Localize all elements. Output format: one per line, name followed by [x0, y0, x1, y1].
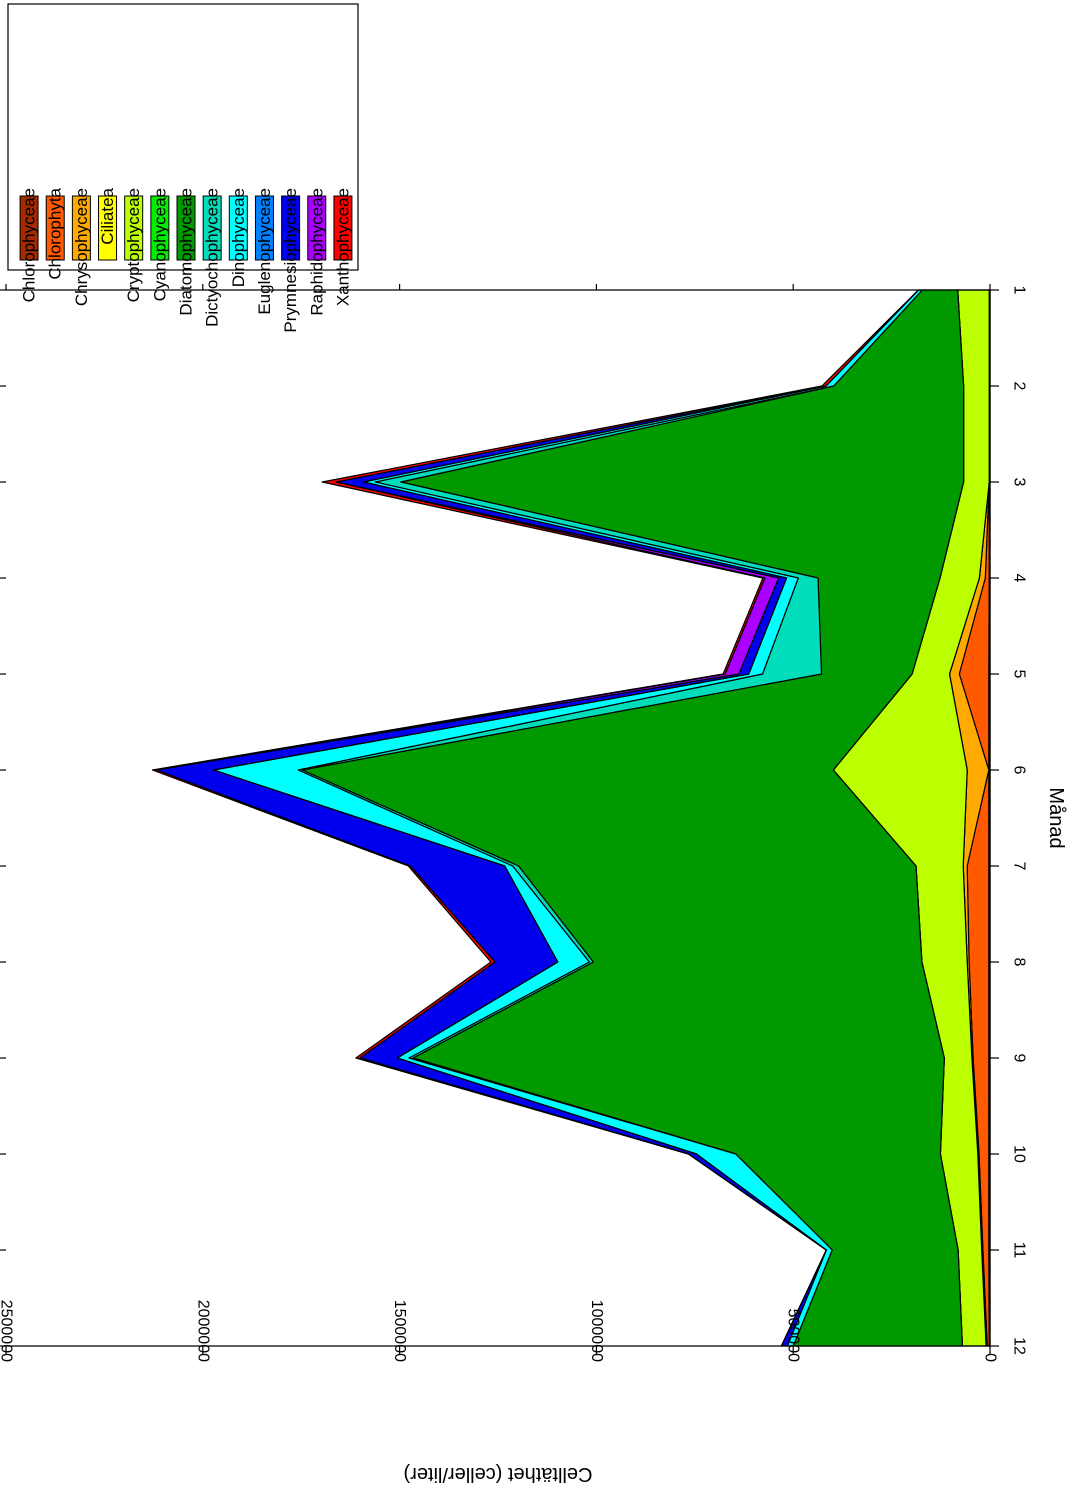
- legend: Chlorophyceae Chlorophyta Chrysophyceae Cil…: [7, 3, 359, 333]
- x-tick-label: 9: [1011, 1054, 1028, 1063]
- legend-swatch-raphidophyceae: [307, 195, 327, 261]
- legend-swatch-cryptophyceae: [124, 195, 144, 261]
- y-tick-label: 1000000: [588, 1300, 605, 1362]
- legend-swatch-dinophyceae: [228, 195, 248, 261]
- legend-label-euglenophyceae: Euglenophyceae: [255, 188, 274, 315]
- legend-label-xanthophyceae: Xanthophyceae: [333, 188, 352, 306]
- legend-label-prymnesiophyceae: Prymnesiophyceae: [281, 188, 300, 333]
- x-tick-label: 6: [1011, 766, 1028, 775]
- x-tick-label: 5: [1011, 670, 1028, 679]
- legend-label-diatomophyceae: Diatomophyceae: [177, 188, 196, 316]
- legend-label-dictyochophyceae: Dictyochophyceae: [203, 188, 222, 327]
- legend-label-chrysophyceae: Chrysophyceae: [72, 188, 91, 306]
- legend-swatch-euglenophyceae: [254, 195, 274, 261]
- y-tick-label: 0: [982, 1353, 999, 1362]
- legend-swatch-chlorophyta: [45, 195, 65, 261]
- legend-swatch-ciliatea: [98, 195, 118, 261]
- y-tick-label: 1500000: [391, 1300, 408, 1362]
- legend-label-dinophyceae: Dinophyceae: [229, 188, 248, 287]
- x-tick-label: 1: [1011, 286, 1028, 295]
- legend-swatch-chrysophyceae: [71, 195, 91, 261]
- stacked-areas: [151, 289, 991, 1347]
- legend-swatch-cyanophyceae: [150, 195, 170, 261]
- x-tick-label: 10: [1011, 1145, 1028, 1163]
- y-tick-label: 2500000: [0, 1300, 15, 1362]
- legend-label-cryptophyceae: Cryptophyceae: [124, 188, 143, 302]
- x-tick-label: 2: [1011, 382, 1028, 391]
- x-tick-label: 11: [1011, 1242, 1028, 1259]
- x-tick-label: 7: [1011, 862, 1028, 871]
- legend-label-cyanophyceae: Cyanophyceae: [150, 188, 169, 301]
- x-tick-label: 4: [1011, 574, 1028, 583]
- legend-swatch-dictyochophyceae: [202, 195, 222, 261]
- legend-swatch-chlorophyceae: [19, 195, 39, 261]
- y-tick-label: 2000000: [194, 1300, 211, 1362]
- x-tick-label: 8: [1011, 958, 1028, 967]
- axes: 1234567891011120500000100000015000002000…: [0, 284, 1028, 1362]
- legend-swatch-prymnesiophyceae: [281, 195, 301, 261]
- legend-swatch-diatomophyceae: [176, 195, 196, 261]
- legend-label-ciliatea: Ciliatea: [98, 187, 117, 244]
- y-axis-title: Celltäthet (celler/liter): [404, 1463, 593, 1485]
- x-tick-label: 12: [1011, 1337, 1028, 1355]
- x-tick-label: 3: [1011, 478, 1028, 487]
- y-tick-label: 500000: [785, 1309, 802, 1362]
- legend-swatch-xanthophyceae: [333, 195, 353, 261]
- legend-label-chlorophyceae: Chlorophyceae: [20, 188, 39, 302]
- legend-label-raphidophyceae: Raphidophyceae: [307, 188, 326, 316]
- x-axis-title: Månad: [1045, 787, 1067, 848]
- legend-label-chlorophyta: Chlorophyta: [46, 187, 65, 279]
